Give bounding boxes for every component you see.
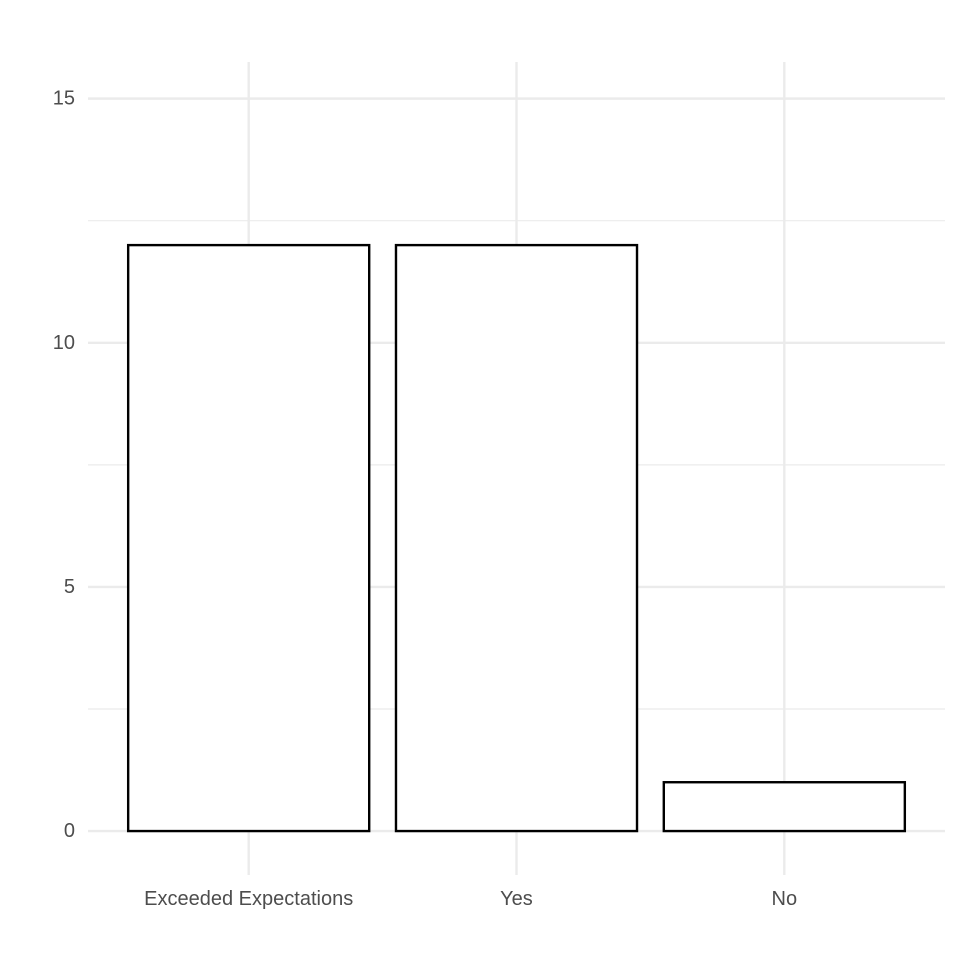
bar	[126, 243, 371, 833]
x-axis-tick-labels: Exceeded Expectations Yes No	[144, 888, 797, 910]
y-tick-label: 15	[53, 88, 75, 110]
bars	[126, 243, 907, 833]
x-tick-label: Yes	[500, 888, 533, 910]
bar	[662, 781, 907, 833]
x-tick-label: No	[772, 888, 798, 910]
x-tick-label: Exceeded Expectations	[144, 888, 353, 910]
bar	[394, 243, 639, 833]
y-tick-label: 0	[64, 820, 75, 842]
y-axis-tick-labels: 0 5 10 15	[53, 88, 75, 842]
y-tick-label: 10	[53, 332, 75, 354]
y-tick-label: 5	[64, 576, 75, 598]
